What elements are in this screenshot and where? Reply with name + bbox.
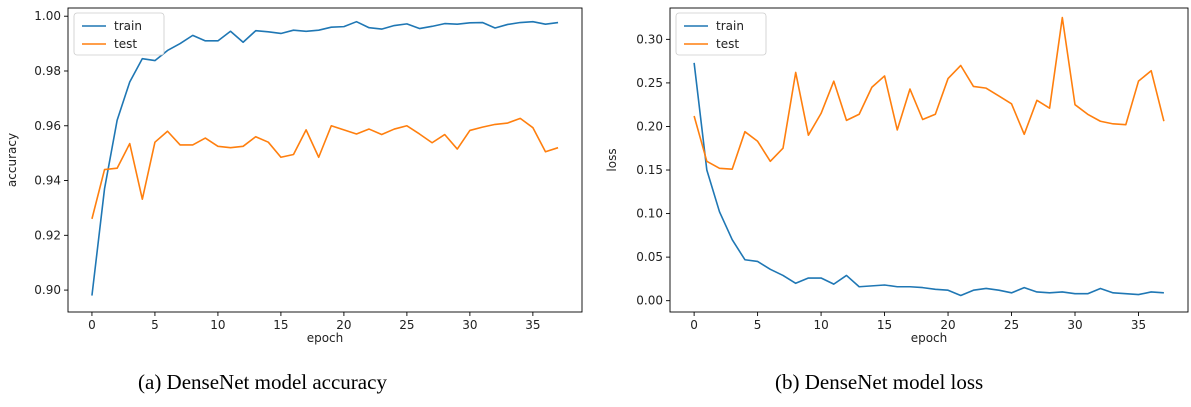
x-axis-label: epoch	[911, 331, 948, 345]
plot-frame	[669, 7, 1189, 313]
y-tick-label: 0.00	[636, 294, 663, 308]
legend-label-train: train	[114, 19, 142, 33]
caption-loss: (b) DenseNet model loss	[775, 370, 984, 394]
loss-chart: 0 5 10 15 20 25 30 35 0.00 0.05 0.10 0.15 0.20 0.25 0.…	[605, 7, 1189, 345]
x-tick-label: 5	[151, 318, 159, 332]
series-line-test	[91, 117, 559, 220]
x-tick-label: 20	[336, 318, 351, 332]
y-tick-label: 0.10	[636, 207, 663, 221]
legend-label-test: test	[114, 37, 137, 51]
series-line-train	[91, 20, 559, 296]
series-line-test	[693, 16, 1165, 170]
legend-label-test: test	[716, 37, 739, 51]
x-tick-label: 25	[399, 318, 414, 332]
y-tick-label: 0.96	[34, 119, 61, 133]
y-tick-label: 0.15	[636, 163, 663, 177]
accuracy-chart: 0 5 10 15 20 25 30 35 0.90 0.92 0.94 0.96 0.98 1.00 ep…	[5, 7, 583, 345]
caption-accuracy: (a) DenseNet model accuracy	[138, 370, 387, 394]
x-tick-label: 5	[754, 318, 762, 332]
y-tick-label: 0.90	[34, 283, 61, 297]
x-tick-label: 25	[1004, 318, 1019, 332]
y-tick-label: 0.92	[34, 228, 61, 242]
legend-label-train: train	[716, 19, 744, 33]
x-tick-label: 15	[273, 318, 288, 332]
x-tick-label: 10	[210, 318, 225, 332]
x-tick-label: 30	[462, 318, 477, 332]
y-tick-label: 0.25	[636, 76, 663, 90]
x-tick-label: 15	[877, 318, 892, 332]
y-tick-label: 1.00	[34, 9, 61, 23]
series-line-train	[693, 62, 1164, 297]
x-tick-label: 35	[1131, 318, 1146, 332]
y-tick-label: 0.20	[636, 119, 663, 133]
plot-frame	[67, 7, 583, 313]
x-tick-label: 20	[940, 318, 955, 332]
y-axis-label: loss	[605, 148, 619, 171]
x-tick-label: 30	[1067, 318, 1082, 332]
x-tick-label: 35	[525, 318, 540, 332]
y-tick-label: 0.94	[34, 174, 61, 188]
y-tick-label: 0.98	[34, 64, 61, 78]
y-tick-label: 0.30	[636, 32, 663, 46]
x-tick-label: 0	[88, 318, 96, 332]
x-axis-label: epoch	[307, 331, 344, 345]
x-tick-label: 10	[813, 318, 828, 332]
y-tick-label: 0.05	[636, 250, 663, 264]
x-tick-label: 0	[690, 318, 698, 332]
y-axis-label: accuracy	[5, 133, 19, 187]
